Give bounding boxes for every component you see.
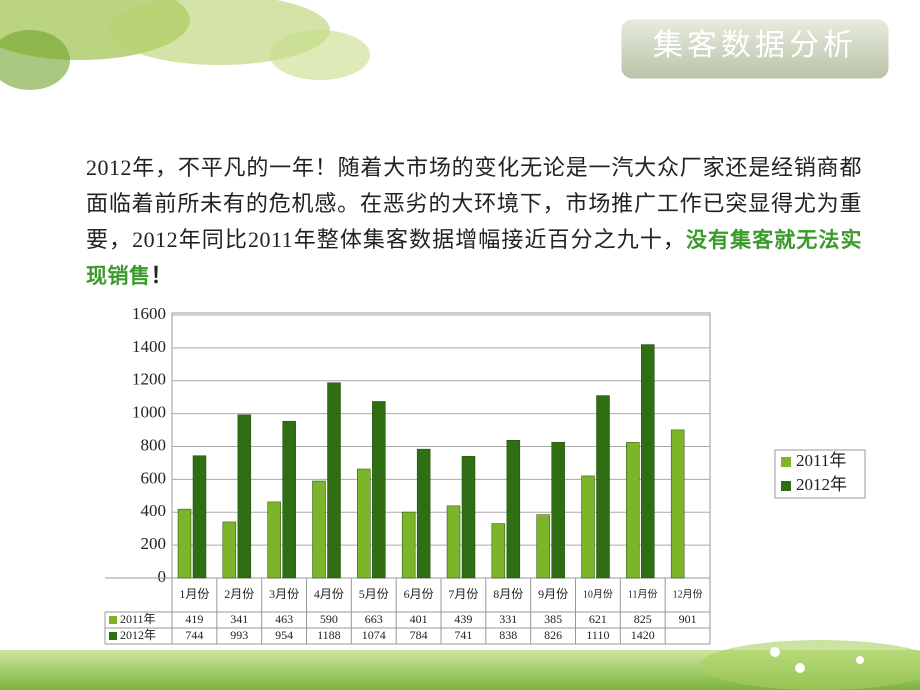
table-value: 663 xyxy=(365,612,383,626)
bar xyxy=(357,468,371,579)
bar xyxy=(491,523,506,579)
table-value: 1188 xyxy=(317,628,341,642)
x-tick-label: 11月份 xyxy=(628,588,658,600)
table-value: 954 xyxy=(275,628,293,642)
table-value: 341 xyxy=(230,612,248,626)
table-value: 1110 xyxy=(586,628,609,642)
x-tick-label: 8月份 xyxy=(493,587,523,601)
bar xyxy=(670,429,685,579)
legend-key xyxy=(781,481,791,491)
bar xyxy=(641,344,655,579)
y-tick-label: 800 xyxy=(141,435,167,454)
table-value: 993 xyxy=(230,628,248,642)
table-value: 385 xyxy=(544,612,562,626)
bar xyxy=(596,395,610,579)
paragraph-end: ！ xyxy=(150,263,174,288)
table-value: 463 xyxy=(275,612,293,626)
bar xyxy=(177,508,192,579)
bar xyxy=(267,501,281,579)
y-tick-label: 1000 xyxy=(132,403,166,422)
bar xyxy=(461,455,476,579)
table-series-name: 2012年 xyxy=(120,628,156,642)
table-legend-key xyxy=(109,632,117,640)
bar xyxy=(446,505,461,579)
bar xyxy=(222,521,237,579)
bar xyxy=(626,442,640,579)
bar xyxy=(416,448,431,579)
x-tick-label: 7月份 xyxy=(448,587,478,601)
bar xyxy=(192,455,207,579)
x-tick-label: 6月份 xyxy=(404,587,434,601)
y-tick-label: 0 xyxy=(158,567,167,586)
title-box xyxy=(618,16,892,82)
bar xyxy=(327,382,341,579)
x-tick-label: 1月份 xyxy=(179,587,209,601)
highlight-text: 没有集客就无法实现销售 xyxy=(86,228,863,288)
table-value: 825 xyxy=(634,612,652,626)
table-value: 621 xyxy=(589,612,607,626)
bar xyxy=(372,401,386,579)
grass-decoration xyxy=(0,640,920,690)
x-tick-label: 10月份 xyxy=(583,588,613,600)
table-value: 784 xyxy=(410,628,428,642)
table-legend-key xyxy=(109,616,117,624)
table-value: 826 xyxy=(544,628,562,642)
x-tick-label: 9月份 xyxy=(538,587,568,601)
leaves-decoration xyxy=(0,0,370,90)
legend-label: 2012年 xyxy=(796,475,847,494)
bar xyxy=(312,480,326,579)
x-tick-label: 5月份 xyxy=(359,587,389,601)
bar xyxy=(237,414,252,579)
x-tick-label: 2月份 xyxy=(224,587,254,601)
x-tick-label: 3月份 xyxy=(269,587,299,601)
bar xyxy=(282,420,296,579)
y-tick-label: 200 xyxy=(141,534,167,553)
legend-key xyxy=(781,457,791,467)
y-tick-label: 1400 xyxy=(132,337,166,356)
bar xyxy=(401,511,416,579)
table-series-name: 2011年 xyxy=(120,612,156,626)
slide-title: 集客数据分析 xyxy=(653,29,857,62)
table-value: 439 xyxy=(454,612,472,626)
table-value: 331 xyxy=(499,612,517,626)
bar xyxy=(551,441,565,579)
bar xyxy=(536,514,550,579)
table-value: 901 xyxy=(679,612,697,626)
legend-label: 2011年 xyxy=(796,451,846,470)
table-value: 419 xyxy=(185,612,203,626)
x-tick-label: 12月份 xyxy=(673,588,703,600)
table-value: 744 xyxy=(185,628,203,642)
table-value: 838 xyxy=(499,628,517,642)
table-value: 1420 xyxy=(631,628,655,642)
y-tick-label: 1200 xyxy=(132,370,166,389)
x-tick-label: 4月份 xyxy=(314,587,344,601)
table-value: 590 xyxy=(320,612,338,626)
bar xyxy=(506,440,521,579)
y-tick-label: 400 xyxy=(141,501,167,520)
y-tick-label: 600 xyxy=(141,468,167,487)
paragraph: 2012年，不平凡的一年！随着大市场的变化无论是一汽大众厂家还是经销商都面临着前… xyxy=(86,150,862,294)
plot-area xyxy=(171,312,711,579)
y-tick-label: 1600 xyxy=(132,304,166,323)
paragraph-text: 2012年，不平凡的一年！随着大市场的变化无论是一汽大众厂家还是经销商都面临着前… xyxy=(86,155,862,252)
table-value: 741 xyxy=(454,628,472,642)
table-value: 1074 xyxy=(362,628,386,642)
table-value: 401 xyxy=(410,612,428,626)
bar xyxy=(581,475,595,579)
